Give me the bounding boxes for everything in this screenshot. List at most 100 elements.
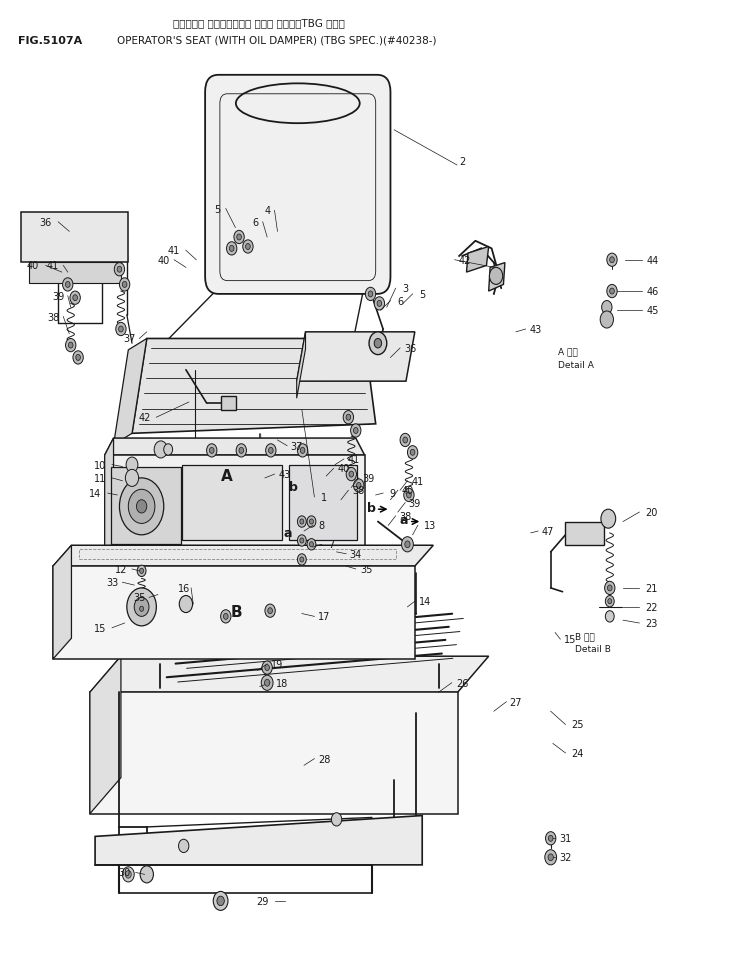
Text: A 詳細: A 詳細 [558, 347, 578, 355]
Circle shape [606, 596, 615, 607]
Circle shape [116, 323, 126, 336]
Circle shape [223, 614, 228, 619]
Text: B 詳細: B 詳細 [575, 631, 594, 640]
Circle shape [307, 517, 316, 528]
Circle shape [350, 424, 361, 437]
Circle shape [136, 500, 147, 514]
Text: 14: 14 [89, 489, 101, 498]
Circle shape [349, 472, 353, 477]
Circle shape [609, 257, 615, 263]
Circle shape [269, 448, 273, 454]
Text: 20: 20 [645, 508, 657, 517]
Circle shape [601, 510, 616, 529]
Circle shape [120, 278, 129, 292]
Circle shape [408, 446, 418, 459]
Circle shape [73, 352, 83, 365]
Circle shape [179, 596, 193, 613]
Text: 27: 27 [510, 697, 522, 707]
Polygon shape [90, 693, 458, 814]
Circle shape [377, 301, 382, 307]
Circle shape [123, 867, 134, 882]
Circle shape [300, 558, 304, 562]
Text: 22: 22 [645, 602, 658, 612]
Text: 5: 5 [419, 290, 426, 299]
Text: 43: 43 [530, 325, 542, 335]
Text: 39: 39 [52, 292, 64, 301]
Circle shape [298, 555, 307, 565]
Text: 47: 47 [542, 526, 554, 537]
Text: 38: 38 [353, 486, 365, 496]
Circle shape [239, 448, 243, 454]
Text: 45: 45 [647, 306, 658, 315]
Polygon shape [22, 213, 128, 262]
Circle shape [300, 519, 304, 524]
Circle shape [120, 478, 164, 536]
Text: b: b [289, 480, 298, 494]
Circle shape [236, 444, 246, 457]
Text: 29: 29 [257, 896, 269, 906]
Circle shape [402, 537, 414, 553]
Text: Detail B: Detail B [575, 644, 611, 654]
Text: B: B [230, 604, 242, 619]
Polygon shape [111, 467, 181, 545]
Polygon shape [53, 566, 415, 659]
Circle shape [214, 891, 228, 910]
Text: 42: 42 [138, 413, 151, 423]
Circle shape [410, 450, 415, 456]
Text: 37: 37 [124, 335, 136, 344]
Circle shape [125, 871, 131, 879]
Circle shape [268, 608, 272, 614]
Text: 11: 11 [94, 474, 106, 483]
Text: 19: 19 [272, 659, 283, 669]
Circle shape [265, 665, 269, 671]
Ellipse shape [236, 84, 359, 124]
Circle shape [234, 232, 244, 244]
Circle shape [407, 493, 411, 498]
Text: 43: 43 [279, 470, 291, 479]
Circle shape [346, 468, 356, 481]
Polygon shape [53, 546, 433, 566]
Circle shape [226, 242, 237, 255]
Circle shape [117, 267, 122, 273]
Circle shape [301, 448, 305, 454]
Circle shape [122, 282, 127, 288]
Circle shape [140, 569, 144, 574]
Circle shape [221, 610, 231, 623]
Circle shape [609, 289, 615, 294]
Text: 41: 41 [347, 455, 359, 464]
Circle shape [607, 285, 618, 298]
Polygon shape [222, 396, 236, 410]
Circle shape [209, 448, 214, 454]
Circle shape [266, 444, 276, 457]
Text: 36: 36 [404, 344, 417, 354]
Text: 15: 15 [94, 623, 106, 633]
Circle shape [298, 536, 307, 547]
Circle shape [605, 581, 615, 595]
Circle shape [229, 246, 234, 253]
Circle shape [128, 490, 155, 524]
Text: 31: 31 [559, 834, 571, 843]
Text: 25: 25 [571, 720, 583, 730]
Polygon shape [297, 333, 415, 382]
Circle shape [179, 840, 189, 853]
Polygon shape [489, 263, 505, 292]
Text: FIG.5107A: FIG.5107A [18, 35, 82, 46]
Circle shape [545, 850, 557, 865]
Text: 37: 37 [290, 441, 303, 451]
Polygon shape [466, 247, 489, 273]
Text: 40: 40 [401, 486, 414, 496]
Polygon shape [297, 333, 306, 398]
Polygon shape [53, 546, 71, 659]
Circle shape [300, 538, 304, 543]
Circle shape [490, 268, 503, 285]
Polygon shape [90, 657, 489, 693]
Circle shape [125, 470, 138, 487]
Circle shape [403, 437, 408, 443]
Circle shape [608, 599, 612, 604]
Circle shape [134, 598, 149, 617]
Polygon shape [132, 339, 376, 434]
Text: 35: 35 [360, 564, 372, 575]
Text: a: a [283, 527, 292, 539]
Text: 10: 10 [94, 460, 106, 470]
Circle shape [607, 253, 618, 267]
